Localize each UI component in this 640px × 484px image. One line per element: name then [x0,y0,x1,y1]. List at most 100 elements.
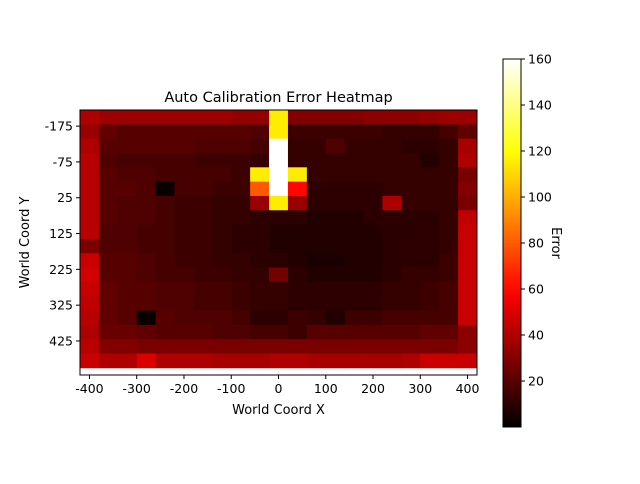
heatmap-cell [344,310,364,326]
heatmap-cell [363,339,383,354]
heatmap-cell [458,210,478,225]
heatmap-cell [231,281,251,297]
heatmap-cell [212,224,232,240]
heatmap-cell [231,353,251,369]
heatmap-cell [363,138,383,154]
heatmap-cell [231,253,251,268]
heatmap-cell [250,181,270,197]
heatmap-cell [193,253,213,268]
heatmap-cell [117,238,138,254]
heatmap-cell [193,310,213,326]
heatmap-cell [174,110,194,125]
heatmap-cell [80,253,100,268]
heatmap-cell [287,353,308,369]
heatmap-cell [325,238,346,254]
heatmap-cell [439,138,459,154]
heatmap-cell [269,138,289,154]
heatmap-cell [155,138,175,154]
heatmap-cell [306,281,327,297]
heatmap-cell [363,238,383,254]
heatmap-cell [306,138,327,154]
heatmap-cell [231,267,251,283]
heatmap-cell [231,152,251,168]
heatmap-cell [344,353,364,369]
heatmap-cell [212,181,232,197]
heatmap-cell [193,181,213,197]
heatmap-cell [231,324,251,340]
heatmap-cell [269,267,289,283]
heatmap-cell [382,267,402,283]
heatmap-cell [80,181,100,197]
y-tick-label: 125 [49,226,73,241]
heatmap-cell [306,253,327,268]
heatmap-cell [231,296,251,311]
heatmap-cell [420,238,440,254]
y-axis: -175 -75 25 125 225 325 425 [45,119,80,348]
heatmap-cell [212,195,232,211]
heatmap-cell [212,138,232,154]
x-tick-label: 200 [361,381,385,396]
heatmap-cell [193,224,213,240]
x-tick-label: -300 [123,381,151,396]
heatmap-cell [174,253,194,268]
heatmap-cell [136,210,157,225]
heatmap-cell [325,152,346,168]
heatmap-cell [382,195,402,211]
heatmap-cell [401,324,421,340]
heatmap-cell [193,110,213,125]
heatmap-cell [439,195,459,211]
heatmap-cell [363,110,383,125]
heatmap-cell [155,339,175,354]
heatmap-cell [269,124,289,140]
heatmap-cell [155,224,175,240]
heatmap-cell [155,281,175,297]
heatmap-cell [136,195,157,211]
heatmap-cell [80,167,100,183]
heatmap-cell [344,253,364,268]
heatmap-cell [136,310,157,326]
heatmap-cell [174,310,194,326]
heatmap-cell [117,167,138,183]
heatmap-cell [193,339,213,354]
heatmap-cell [382,310,402,326]
heatmap-cell [420,310,440,326]
heatmap-cell [193,167,213,183]
heatmap-cell [136,238,157,254]
heatmap-cell [287,110,308,125]
y-tick-label: 25 [57,190,73,205]
heatmap-cell [363,253,383,268]
heatmap-cell [117,281,138,297]
heatmap-cell [250,353,270,369]
heatmap-cell [117,324,138,340]
heatmap-cell [117,181,138,197]
heatmap-cell [174,124,194,140]
heatmap-cell [382,152,402,168]
heatmap-cell [401,281,421,297]
heatmap-cell [363,195,383,211]
heatmap-cell [98,253,119,268]
heatmap-cell [136,224,157,240]
heatmap-cell [174,224,194,240]
heatmap-cell [401,210,421,225]
heatmap-cell [117,310,138,326]
heatmap-cell [250,195,270,211]
y-tick-label: -75 [53,154,73,169]
heatmap-cell [80,353,100,369]
heatmap-cell [287,195,308,211]
heatmap-cell [80,210,100,225]
heatmap-cell [269,296,289,311]
heatmap-cell [136,281,157,297]
heatmap-cell [458,267,478,283]
colorbar-tick-label: 60 [528,282,544,297]
heatmap-cell [382,181,402,197]
heatmap-cell [174,339,194,354]
heatmap-cell [98,152,119,168]
heatmap-cell [325,310,346,326]
heatmap-cell [439,324,459,340]
heatmap-cell [325,210,346,225]
heatmap-cell [439,124,459,140]
y-tick-label: 325 [49,298,73,313]
heatmap-cell [98,353,119,369]
heatmap-cell [136,267,157,283]
heatmap-cell [269,224,289,240]
